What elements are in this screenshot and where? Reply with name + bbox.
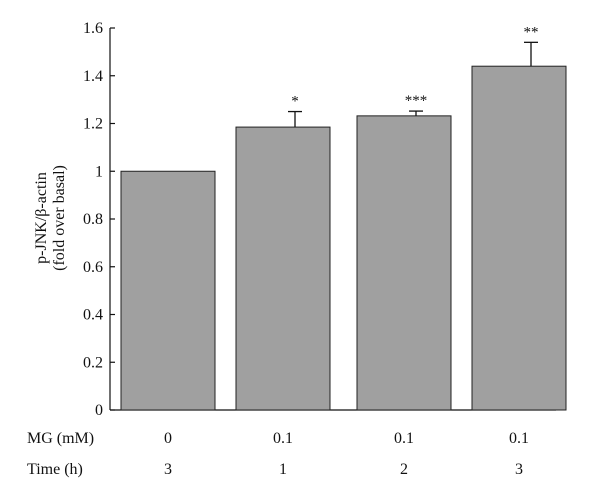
bar — [235, 126, 331, 411]
y-tick-label: 1.6 — [83, 20, 103, 37]
bar — [471, 65, 567, 411]
y-tick-label: 1.2 — [83, 116, 103, 133]
table-cell: 0.1 — [394, 430, 414, 447]
table-cell: 1 — [279, 461, 287, 478]
bar — [120, 170, 216, 411]
table-cell: 3 — [515, 461, 523, 478]
table-cell: 0.1 — [509, 430, 529, 447]
table-cell: 2 — [400, 461, 408, 478]
y-axis-label-line2: (fold over basal) — [51, 165, 68, 271]
table-cell: 3 — [164, 461, 172, 478]
y-tick-label: 0 — [95, 402, 103, 419]
y-tick-label: 1 — [95, 163, 103, 180]
table-cell: 0 — [164, 430, 172, 447]
bar — [356, 115, 452, 411]
significance-label: *** — [405, 93, 428, 109]
bars: * ***** — [120, 24, 567, 411]
y-tick-label: 0.4 — [83, 307, 103, 324]
condition-table: MG (mM) 0 0.1 0.1 0.1 Time (h) 3 1 2 3 — [27, 430, 529, 478]
y-tick-label: 0.8 — [83, 211, 103, 228]
y-axis-label: p-JNK/β-actin (fold over basal) — [33, 165, 68, 271]
significance-label: * — [291, 94, 299, 110]
table-cell: 0.1 — [273, 430, 293, 447]
y-tick-label: 1.4 — [83, 68, 103, 85]
significance-label: ** — [524, 24, 539, 40]
table-row-label: MG (mM) — [27, 430, 94, 447]
y-tick-label: 0.6 — [83, 259, 103, 276]
y-tick-label: 0.2 — [83, 354, 103, 371]
table-row-label: Time (h) — [27, 461, 83, 478]
y-axis-ticks: 0 0.2 0.4 0.6 0.8 1 1.2 1.4 1.6 — [83, 20, 115, 419]
y-axis-label-line1: p-JNK/β-actin — [33, 172, 50, 264]
